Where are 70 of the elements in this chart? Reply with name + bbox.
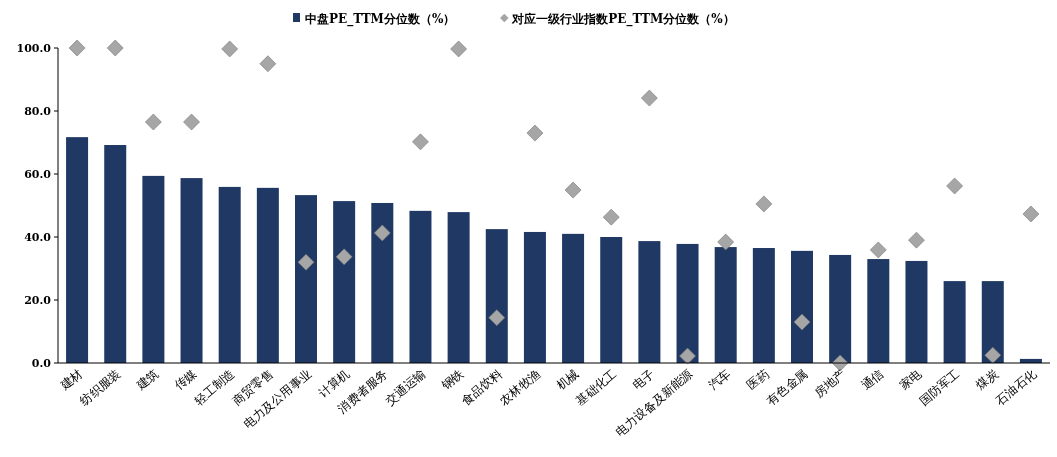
legend-label: 中盘PE_TTM分位数（%） xyxy=(305,12,456,27)
point xyxy=(641,89,658,107)
point xyxy=(297,253,315,271)
point xyxy=(908,231,925,249)
y-tick-label: 100.0 xyxy=(16,42,52,55)
x-tick-label: 煤炭 xyxy=(973,366,1001,393)
bar xyxy=(638,241,661,363)
point xyxy=(984,346,1002,364)
point xyxy=(145,113,162,131)
bar xyxy=(981,281,1004,363)
point xyxy=(450,40,467,58)
bar xyxy=(714,247,737,363)
x-tick-label: 家电 xyxy=(897,366,925,393)
point xyxy=(717,233,734,251)
bar xyxy=(409,210,432,363)
legend-label: 对应一级行业指数PE_TTM分位数（%） xyxy=(511,12,735,27)
bar xyxy=(905,260,928,363)
x-tick-label: 电子 xyxy=(629,366,658,393)
bar xyxy=(142,175,165,363)
y-tick-label: 40.0 xyxy=(24,231,52,244)
bar xyxy=(752,248,775,363)
point xyxy=(793,313,811,331)
point xyxy=(221,40,238,58)
point xyxy=(488,309,506,326)
x-tick-label: 汽车 xyxy=(706,366,734,393)
point xyxy=(755,195,773,213)
point xyxy=(412,133,429,151)
bar xyxy=(447,212,470,363)
y-tick-label: 80.0 xyxy=(24,105,52,118)
bar xyxy=(943,281,966,363)
point xyxy=(259,55,277,73)
bar xyxy=(180,178,203,363)
bar xyxy=(562,233,585,363)
bar xyxy=(295,195,317,363)
x-tick-label: 通信 xyxy=(858,366,887,393)
x-tick-label: 房地产 xyxy=(811,366,849,401)
x-tick-label: 机械 xyxy=(553,366,582,393)
bar xyxy=(523,231,546,363)
bar xyxy=(676,243,699,363)
y-tick-label: 0.0 xyxy=(31,357,52,370)
point xyxy=(335,248,353,266)
x-tick-label: 传媒 xyxy=(172,366,200,393)
point xyxy=(602,208,620,226)
bar xyxy=(867,259,890,363)
y-tick-label: 20.0 xyxy=(24,294,52,307)
point xyxy=(946,177,963,195)
bar xyxy=(791,250,813,363)
point xyxy=(564,181,582,199)
bar xyxy=(600,237,623,363)
point xyxy=(106,39,124,57)
point xyxy=(1022,205,1040,223)
bar xyxy=(371,202,394,363)
bar xyxy=(256,187,279,363)
y-tick-label: 60.0 xyxy=(24,168,52,181)
bar xyxy=(333,201,356,363)
point xyxy=(870,241,887,259)
bar xyxy=(66,137,89,363)
point xyxy=(183,113,200,131)
point xyxy=(374,224,391,242)
point xyxy=(68,39,86,57)
bar xyxy=(218,186,241,363)
point xyxy=(526,124,544,142)
x-tick-label: 建材 xyxy=(56,366,86,394)
bar xyxy=(485,229,508,363)
bar xyxy=(104,145,127,363)
x-tick-label: 医药 xyxy=(744,366,772,393)
x-tick-label: 钢铁 xyxy=(438,366,467,394)
x-tick-label: 建筑 xyxy=(133,366,162,394)
point xyxy=(679,347,696,365)
bar xyxy=(829,254,852,363)
